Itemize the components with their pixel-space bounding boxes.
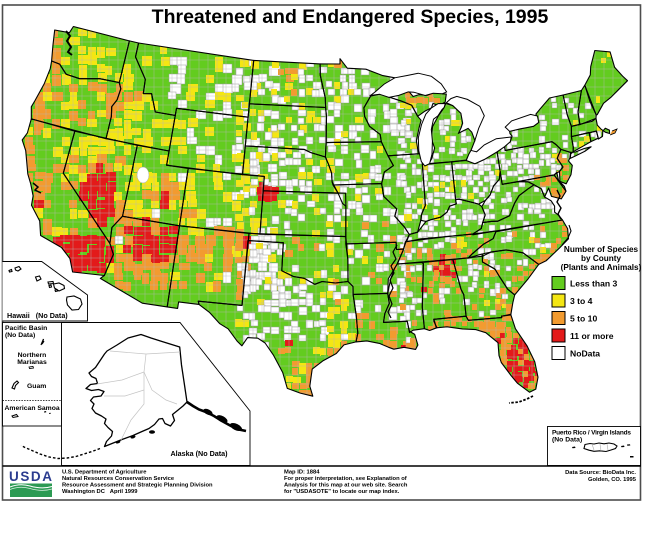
svg-text:(Plants and Animals): (Plants and Animals) bbox=[561, 263, 642, 272]
svg-text:NoData: NoData bbox=[570, 349, 600, 359]
svg-text:Pacific Basin: Pacific Basin bbox=[5, 325, 47, 332]
svg-text:For proper interpretation, see: For proper interpretation, see Explanati… bbox=[284, 476, 407, 482]
svg-text:Natural Resources Conservation: Natural Resources Conservation Service bbox=[62, 476, 175, 482]
svg-text:11 or more: 11 or more bbox=[570, 331, 614, 341]
svg-text:(No Data): (No Data) bbox=[5, 332, 35, 339]
svg-text:3 to 4: 3 to 4 bbox=[570, 296, 593, 306]
svg-text:USDA: USDA bbox=[9, 469, 52, 484]
svg-text:5 to 10: 5 to 10 bbox=[570, 314, 597, 324]
svg-text:Washington DC April 1999: Washington DC April 1999 bbox=[62, 489, 138, 495]
svg-text:American Samoa: American Samoa bbox=[5, 405, 60, 412]
svg-text:Less than 3: Less than 3 bbox=[570, 279, 618, 289]
svg-text:Threatened and Endangered Spec: Threatened and Endangered Species, 1995 bbox=[152, 6, 549, 28]
svg-text:U.S. Department of Agriculture: U.S. Department of Agriculture bbox=[62, 470, 147, 476]
svg-text:for "USDASOTE" to locate our m: for "USDASOTE" to locate our map index. bbox=[284, 489, 400, 495]
svg-text:Guam: Guam bbox=[27, 383, 46, 390]
svg-text:(No Data): (No Data) bbox=[552, 437, 582, 444]
svg-text:Hawaii (No Data): Hawaii (No Data) bbox=[7, 311, 68, 320]
svg-text:Data Source: BioData Inc.: Data Source: BioData Inc. bbox=[565, 470, 636, 476]
svg-text:Number of Species: Number of Species bbox=[564, 245, 639, 254]
svg-text:Golden, CO. 1995: Golden, CO. 1995 bbox=[588, 477, 637, 483]
svg-text:Resource Assessment and Strate: Resource Assessment and Strategic Planni… bbox=[62, 483, 213, 489]
svg-text:Analysis for this map at our w: Analysis for this map at our web site. S… bbox=[284, 483, 408, 489]
svg-text:by County: by County bbox=[581, 254, 621, 263]
svg-text:Puerto Rico / Virgin Islands: Puerto Rico / Virgin Islands bbox=[552, 430, 631, 437]
svg-text:Marianas: Marianas bbox=[17, 359, 47, 366]
svg-text:Northern: Northern bbox=[18, 352, 47, 359]
svg-text:Map ID: 1884: Map ID: 1884 bbox=[284, 470, 320, 476]
svg-text:Alaska (No Data): Alaska (No Data) bbox=[170, 449, 228, 458]
